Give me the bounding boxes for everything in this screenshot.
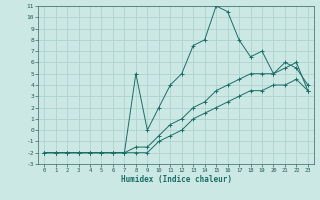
X-axis label: Humidex (Indice chaleur): Humidex (Indice chaleur) [121, 175, 231, 184]
